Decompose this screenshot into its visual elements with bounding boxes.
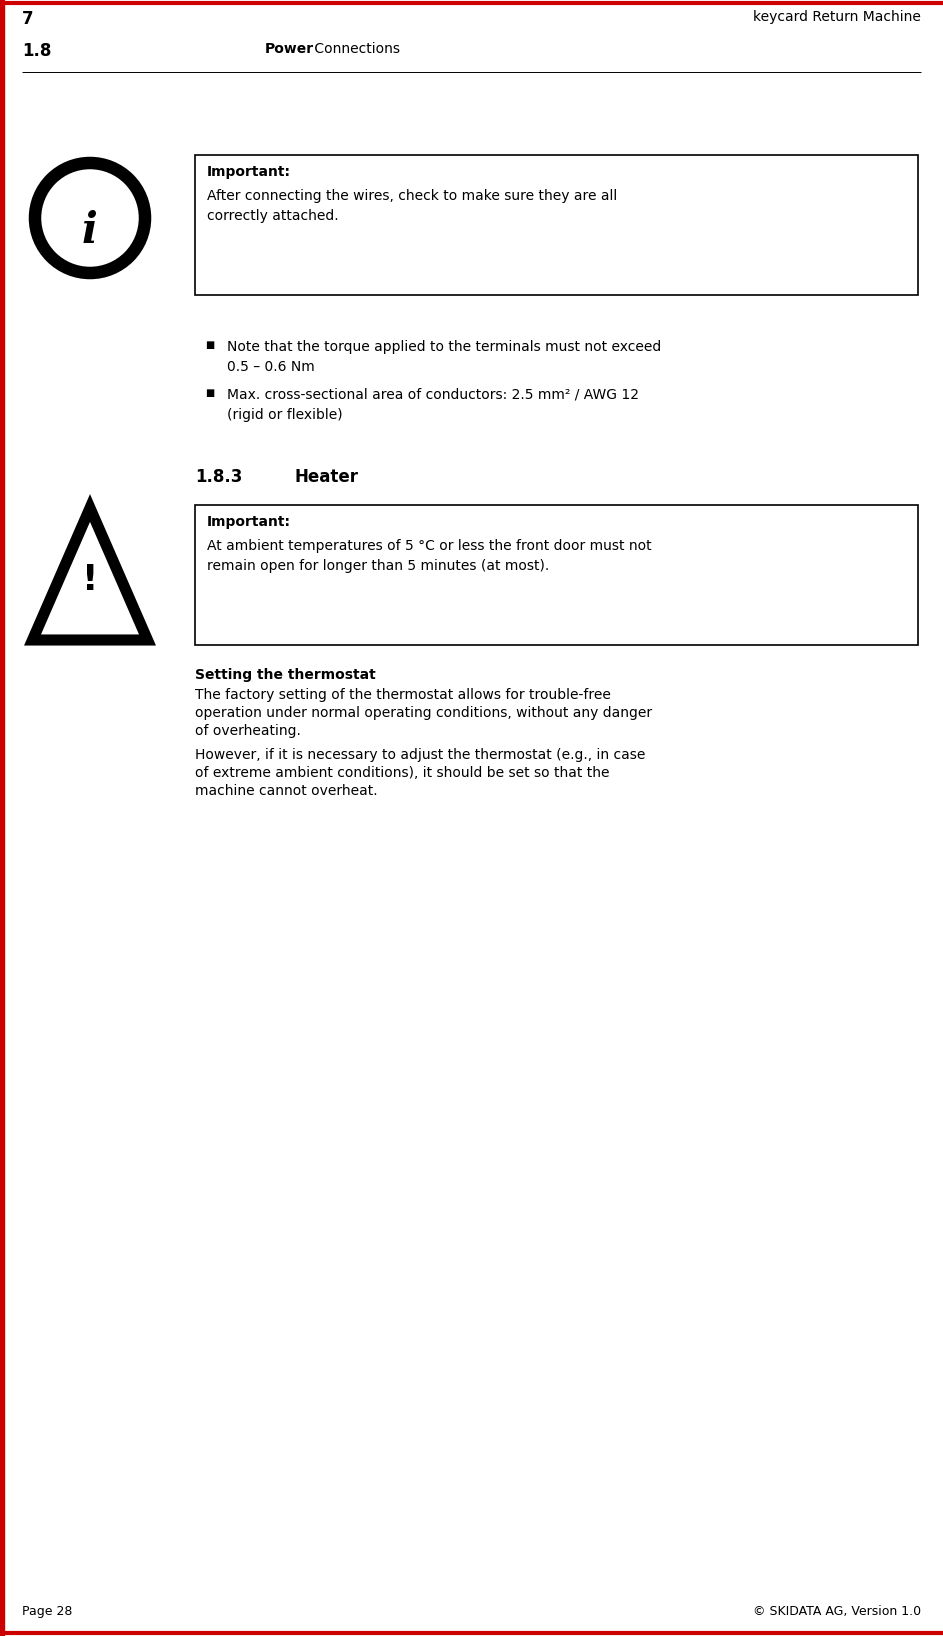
Text: ■: ■ (205, 388, 214, 398)
Text: 1.8.3: 1.8.3 (195, 468, 242, 486)
Text: (rigid or flexible): (rigid or flexible) (227, 407, 342, 422)
Text: At ambient temperatures of 5 °C or less the front door must not: At ambient temperatures of 5 °C or less … (207, 538, 652, 553)
Text: Important:: Important: (207, 515, 291, 528)
Text: !: ! (82, 563, 98, 597)
Text: Note that the torque applied to the terminals must not exceed: Note that the torque applied to the term… (227, 340, 661, 353)
Text: The factory setting of the thermostat allows for trouble-free: The factory setting of the thermostat al… (195, 689, 611, 702)
FancyBboxPatch shape (195, 506, 918, 645)
Text: Max. cross-sectional area of conductors: 2.5 mm² / AWG 12: Max. cross-sectional area of conductors:… (227, 388, 639, 402)
Text: After connecting the wires, check to make sure they are all: After connecting the wires, check to mak… (207, 190, 618, 203)
Text: ■: ■ (205, 340, 214, 350)
Text: 0.5 – 0.6 Nm: 0.5 – 0.6 Nm (227, 360, 315, 375)
Text: keycard Return Machine: keycard Return Machine (753, 10, 921, 25)
Text: of overheating.: of overheating. (195, 725, 301, 738)
Text: of extreme ambient conditions), it should be set so that the: of extreme ambient conditions), it shoul… (195, 766, 609, 780)
Text: Power: Power (265, 43, 314, 56)
Text: remain open for longer than 5 minutes (at most).: remain open for longer than 5 minutes (a… (207, 560, 549, 573)
Text: Heater: Heater (295, 468, 359, 486)
Text: 7: 7 (22, 10, 34, 28)
Text: Important:: Important: (207, 165, 291, 178)
Text: Connections: Connections (310, 43, 400, 56)
FancyBboxPatch shape (195, 155, 918, 294)
Text: However, if it is necessary to adjust the thermostat (e.g., in case: However, if it is necessary to adjust th… (195, 748, 645, 762)
Text: Setting the thermostat: Setting the thermostat (195, 667, 375, 682)
Text: operation under normal operating conditions, without any danger: operation under normal operating conditi… (195, 707, 653, 720)
Text: i: i (82, 209, 98, 252)
Bar (0, 0, 4, 1636)
Text: correctly attached.: correctly attached. (207, 209, 339, 222)
Text: © SKIDATA AG, Version 1.0: © SKIDATA AG, Version 1.0 (753, 1605, 921, 1618)
Text: Page 28: Page 28 (22, 1605, 73, 1618)
Text: 1.8: 1.8 (22, 43, 51, 61)
Text: machine cannot overheat.: machine cannot overheat. (195, 784, 377, 798)
